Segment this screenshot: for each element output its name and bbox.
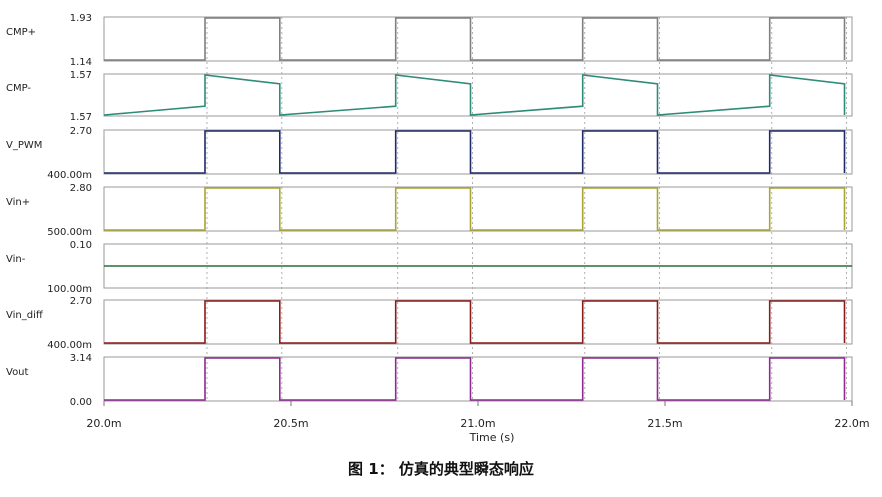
y-tick-bottom-vin-: 100.00m (47, 284, 92, 295)
y-tick-bottom-v-pwm: 400.00m (47, 170, 92, 181)
series-line-vin-diff (104, 300, 846, 344)
series-line-v-pwm (104, 130, 846, 174)
x-tick-label-3: 21.5m (647, 417, 682, 430)
series-label-cmp-: CMP+ (6, 27, 36, 38)
y-tick-top-vin-: 2.80 (70, 183, 92, 194)
y-tick-bottom-vin-: 500.00m (47, 227, 92, 238)
y-tick-bottom-vout: 0.00 (70, 397, 92, 408)
series-label-vin-: Vin+ (6, 197, 30, 208)
figure-caption: 图 1： 仿真的典型瞬态响应 (348, 460, 534, 478)
panel-frame-v-pwm (103, 129, 853, 175)
y-tick-bottom-vin-diff: 400.00m (47, 340, 92, 351)
x-tick-label-1: 20.5m (273, 417, 308, 430)
panel-frame-vin-diff (103, 299, 853, 345)
y-tick-top-v-pwm: 2.70 (70, 126, 92, 137)
y-tick-top-vin-: 0.10 (70, 240, 92, 251)
y-tick-bottom-cmp-: 1.14 (70, 57, 92, 68)
y-tick-top-vout: 3.14 (70, 353, 92, 364)
y-tick-top-cmp-: 1.93 (70, 13, 92, 24)
x-tick-label-0: 20.0m (86, 417, 121, 430)
series-line-cmp- (103, 74, 846, 116)
panel-frame-vin- (103, 186, 853, 232)
series-line-vin- (104, 187, 846, 231)
series-label-v-pwm: V_PWM (6, 140, 42, 151)
y-tick-top-vin-diff: 2.70 (70, 296, 92, 307)
series-line-cmp- (104, 17, 846, 61)
series-label-vin-diff: Vin_diff (6, 310, 44, 321)
series-label-cmp-: CMP- (6, 83, 31, 94)
x-tick-label-4: 22.0m (834, 417, 869, 430)
x-axis-label: Time (s) (469, 431, 515, 444)
series-label-vout: Vout (6, 367, 29, 378)
x-tick-label-2: 21.0m (460, 417, 495, 430)
series-label-vin-: Vin- (6, 254, 26, 265)
series-line-vout (104, 357, 846, 401)
panel-frame-cmp- (103, 16, 853, 62)
y-tick-bottom-cmp-: 1.57 (70, 112, 92, 123)
panel-frame-vout (103, 356, 853, 402)
y-tick-top-cmp-: 1.57 (70, 70, 92, 81)
panel-frame-cmp- (103, 73, 853, 117)
